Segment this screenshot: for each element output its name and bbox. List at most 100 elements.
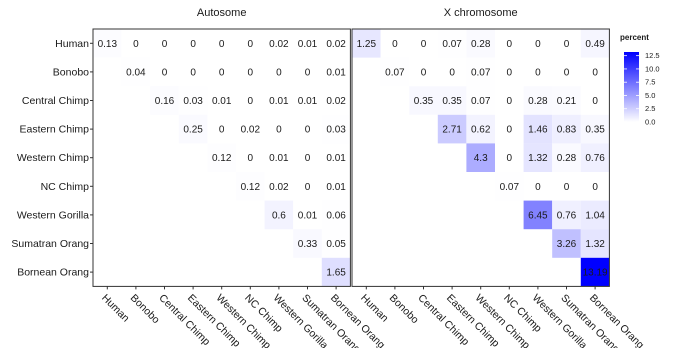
cell-value-label: 0.83	[557, 125, 577, 136]
legend-tick-label: 12.5	[645, 51, 660, 60]
heatmap-cell	[236, 114, 265, 144]
cell-value-label: 0	[535, 182, 541, 193]
heatmap-cell	[321, 200, 351, 230]
heatmap-cell	[466, 143, 495, 172]
heatmap-cell	[207, 86, 236, 115]
cell-value-label: 0.01	[326, 67, 346, 78]
cell-value-label: 0	[564, 182, 570, 193]
cell-value-label: 0	[305, 153, 311, 164]
legend-tick-label: 7.5	[645, 78, 655, 87]
heatmap-cell	[293, 114, 322, 144]
cell-value-label: 0	[190, 39, 196, 50]
heatmap-cell	[495, 114, 524, 144]
cell-value-label: 0	[564, 67, 570, 78]
heatmap-cell	[321, 86, 351, 115]
cell-value-label: 0.02	[326, 39, 346, 50]
heatmap-cell	[236, 29, 265, 58]
legend-tick-label: 10.0	[645, 64, 660, 73]
cell-value-label: 0.02	[269, 39, 289, 50]
heatmap-cell	[523, 57, 553, 87]
panel-title-x-chromosome: X chromosome	[444, 7, 518, 19]
y-tick-label-western-chimp: Western Chimp	[17, 152, 89, 164]
cell-value-label: 0	[162, 67, 168, 78]
cell-value-label: 0.01	[298, 39, 318, 50]
cell-value-label: 0	[535, 67, 541, 78]
heatmap-cell	[321, 57, 351, 87]
legend-title: percent	[620, 33, 649, 42]
cell-value-label: 0.07	[500, 182, 520, 193]
y-tick-label-bornean-orang: Bornean Orang	[17, 267, 89, 279]
heatmap-cell	[150, 29, 179, 58]
heatmap-cell	[523, 143, 553, 172]
cell-value-label: 0.28	[528, 96, 548, 107]
cell-value-label: 0.05	[326, 239, 346, 250]
cell-value-label: 0.02	[241, 125, 261, 136]
legend-tick-label: 2.5	[645, 104, 655, 113]
heatmap-cell	[552, 86, 581, 115]
cell-value-label: 0	[219, 39, 225, 50]
heatmap-cell	[552, 229, 581, 258]
cell-value-label: 0	[564, 39, 570, 50]
cell-value-label: 0	[421, 67, 427, 78]
heatmap-cell	[236, 143, 265, 172]
heatmap-cell	[264, 86, 294, 115]
heatmap-cell	[437, 114, 467, 144]
cell-value-label: 0.12	[212, 153, 232, 164]
heatmap-cell	[121, 57, 151, 87]
cell-value-label: 0.21	[557, 96, 577, 107]
heatmap-cell	[321, 29, 351, 58]
cell-value-label: 0.07	[471, 96, 491, 107]
heatmap-cell	[466, 57, 495, 87]
heatmap-cell	[466, 114, 495, 144]
cell-value-label: 2.71	[442, 125, 462, 136]
heatmap-cell	[207, 114, 236, 144]
heatmap-cell	[523, 29, 553, 58]
heatmap-cell	[552, 57, 581, 87]
heatmap-cell	[523, 114, 553, 144]
legend-tick-label: 5.0	[645, 91, 655, 100]
cell-value-label: 0.03	[183, 96, 203, 107]
cell-value-label: 0	[507, 67, 513, 78]
heatmap-cell	[264, 57, 294, 87]
cell-value-label: 0.35	[442, 96, 462, 107]
heatmap-cell	[178, 114, 208, 144]
heatmap-cell	[264, 143, 294, 172]
y-tick-label-central-chimp: Central Chimp	[22, 95, 89, 107]
cell-value-label: 1.32	[585, 239, 605, 250]
cell-value-label: 0.28	[471, 39, 491, 50]
heatmap-cell	[207, 57, 236, 87]
y-tick-label-sumatran-orang: Sumatran Orang	[11, 238, 89, 250]
cell-value-label: 0.25	[183, 125, 203, 136]
heatmap-cell	[293, 29, 322, 58]
heatmap-cell	[580, 229, 610, 258]
cell-value-label: 0	[592, 67, 598, 78]
heatmap-cell	[380, 29, 410, 58]
legend-tick-label: 0.0	[645, 118, 655, 127]
cell-value-label: 1.46	[528, 125, 548, 136]
heatmap-cell	[552, 200, 581, 230]
cell-value-label: 0	[507, 96, 513, 107]
cell-value-label: 0.06	[326, 210, 346, 221]
cell-value-label: 0.01	[212, 96, 232, 107]
heatmap-cell	[352, 29, 381, 58]
cell-value-label: 0	[219, 67, 225, 78]
x-tick-label-human: Human	[99, 292, 132, 325]
heatmap-cell	[409, 29, 438, 58]
cell-value-label: 0.02	[269, 182, 289, 193]
heatmap-cell	[580, 257, 610, 287]
heatmap-cell	[523, 86, 553, 115]
heatmap-cell	[523, 200, 553, 230]
cell-value-label: 1.25	[357, 39, 377, 50]
cell-value-label: 3.26	[557, 239, 577, 250]
heatmap-cell	[580, 172, 610, 201]
cell-value-label: 0	[162, 39, 168, 50]
cell-value-label: 6.45	[528, 210, 548, 221]
heatmap-cell	[121, 29, 151, 58]
heatmap-cell	[552, 29, 581, 58]
heatmap-cell	[552, 143, 581, 172]
y-tick-label-bonobo: Bonobo	[53, 66, 89, 78]
cell-value-label: 0.07	[471, 67, 491, 78]
heatmap-cell	[236, 172, 265, 201]
cell-value-label: 0	[449, 67, 455, 78]
